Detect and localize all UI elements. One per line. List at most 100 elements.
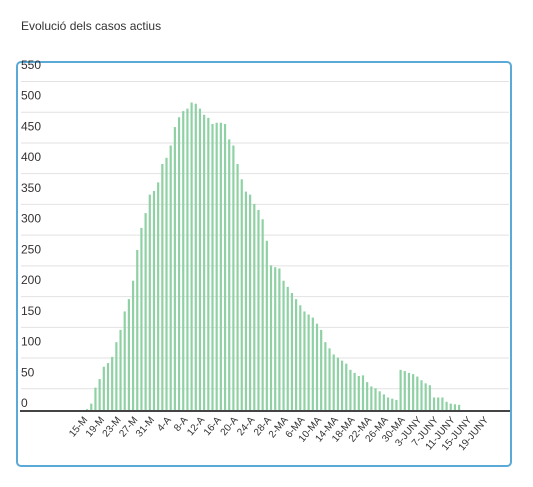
bar bbox=[332, 354, 335, 411]
bar bbox=[240, 179, 243, 411]
y-tick-label: 500 bbox=[21, 89, 41, 103]
bar bbox=[274, 267, 277, 411]
bar bbox=[399, 369, 402, 411]
bar bbox=[257, 210, 260, 411]
bar bbox=[152, 190, 156, 411]
bar bbox=[123, 311, 126, 411]
bar bbox=[340, 360, 344, 411]
bar bbox=[106, 363, 110, 411]
y-tick-label: 350 bbox=[21, 181, 41, 195]
bar bbox=[269, 265, 273, 411]
bar bbox=[374, 388, 377, 411]
bar bbox=[286, 286, 289, 411]
bar bbox=[190, 102, 193, 411]
bar bbox=[437, 397, 440, 411]
x-tick-label: 4-A bbox=[155, 415, 174, 434]
bar bbox=[161, 163, 164, 411]
bar bbox=[127, 299, 130, 411]
bar bbox=[416, 376, 419, 411]
bar bbox=[320, 329, 323, 411]
y-tick-label: 550 bbox=[21, 58, 41, 72]
bar bbox=[391, 398, 394, 411]
bar bbox=[102, 366, 105, 411]
y-tick-label: 250 bbox=[21, 242, 41, 256]
bar bbox=[328, 348, 331, 411]
bar bbox=[219, 122, 222, 411]
bar bbox=[90, 403, 93, 411]
bar bbox=[353, 372, 356, 411]
bar bbox=[115, 342, 118, 411]
bar bbox=[307, 314, 310, 411]
y-tick-label: 200 bbox=[21, 273, 41, 287]
bar bbox=[244, 191, 248, 411]
bar bbox=[211, 124, 214, 411]
bar bbox=[370, 386, 373, 411]
bar bbox=[236, 163, 239, 411]
bar bbox=[177, 117, 181, 411]
bar bbox=[119, 329, 122, 411]
bar bbox=[311, 317, 314, 411]
y-tick-label: 150 bbox=[21, 304, 41, 318]
bar bbox=[366, 382, 369, 411]
bar bbox=[412, 374, 415, 411]
bar bbox=[215, 122, 218, 411]
bar bbox=[295, 299, 298, 411]
y-tick-label: 300 bbox=[21, 212, 41, 226]
bar bbox=[445, 401, 448, 411]
bar bbox=[169, 145, 172, 411]
bar bbox=[357, 375, 360, 411]
bar bbox=[420, 380, 423, 411]
bar bbox=[345, 363, 348, 411]
bar bbox=[157, 182, 160, 411]
bar bbox=[441, 397, 444, 411]
page-title: Evolució dels casos actius bbox=[21, 19, 162, 33]
bar bbox=[131, 280, 135, 411]
x-tick-label: 16-A bbox=[202, 415, 224, 439]
y-tick-label: 50 bbox=[21, 365, 35, 379]
bar bbox=[182, 111, 185, 411]
bar bbox=[458, 404, 461, 411]
bar bbox=[336, 357, 339, 411]
bar bbox=[407, 372, 411, 411]
bar bbox=[449, 403, 452, 411]
y-tick-label: 0 bbox=[21, 396, 28, 410]
bar bbox=[232, 145, 235, 411]
y-tick-label: 450 bbox=[21, 119, 41, 133]
bar bbox=[194, 103, 197, 411]
bar bbox=[299, 305, 302, 411]
y-tick-label: 400 bbox=[21, 150, 41, 164]
bar bbox=[453, 404, 457, 411]
bar bbox=[315, 323, 319, 411]
bar bbox=[253, 203, 256, 411]
bar bbox=[290, 293, 294, 411]
bar bbox=[432, 397, 436, 411]
bar bbox=[395, 399, 398, 411]
bar bbox=[165, 157, 168, 411]
bar bbox=[148, 194, 151, 411]
x-tick-label: 24-A bbox=[235, 415, 257, 439]
bar bbox=[324, 342, 327, 411]
bar bbox=[361, 375, 365, 411]
bar bbox=[382, 394, 385, 411]
x-tick-label: 12-A bbox=[185, 415, 207, 439]
bar bbox=[94, 387, 97, 411]
bar bbox=[223, 124, 227, 411]
bar bbox=[303, 311, 306, 411]
bar bbox=[249, 194, 252, 411]
bar bbox=[265, 240, 268, 411]
bar bbox=[140, 227, 143, 411]
bar bbox=[198, 108, 202, 411]
x-tick-label: 20-A bbox=[219, 415, 241, 439]
bar bbox=[203, 114, 206, 411]
bar bbox=[428, 385, 431, 411]
x-tick-label: 31-M bbox=[134, 415, 157, 440]
bar bbox=[136, 249, 139, 411]
bar bbox=[228, 139, 231, 411]
y-tick-label: 100 bbox=[21, 335, 41, 349]
bar bbox=[207, 117, 210, 412]
bar bbox=[186, 108, 189, 411]
bar bbox=[173, 127, 176, 411]
bar bbox=[424, 383, 427, 411]
bar bbox=[403, 371, 406, 411]
bar bbox=[282, 280, 285, 411]
